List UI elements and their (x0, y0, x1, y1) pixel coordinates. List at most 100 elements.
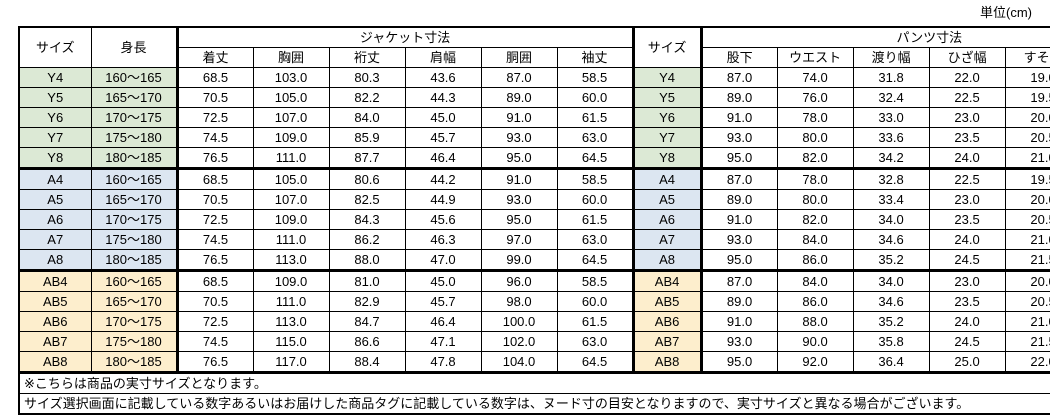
cell-size-pants: AB8 (632, 351, 703, 373)
cell-pants-3: 24.5 (928, 249, 1006, 271)
cell-jacket-1: 113.0 (252, 311, 330, 332)
cell-pants-0: 91.0 (700, 311, 778, 332)
cell-jacket-2: 84.0 (328, 107, 406, 128)
cell-jacket-0: 74.5 (176, 229, 254, 250)
cell-jacket-4: 93.0 (480, 127, 558, 148)
cell-pants-3: 23.5 (928, 127, 1006, 148)
cell-pants-2: 32.4 (852, 87, 930, 108)
cell-size-jacket: A8 (18, 249, 92, 271)
cell-size-pants: A4 (632, 167, 703, 190)
cell-size-pants: A5 (632, 189, 703, 210)
cell-pants-4: 21.0 (1004, 229, 1050, 250)
cell-jacket-1: 113.0 (252, 249, 330, 271)
cell-pants-4: 20.0 (1004, 107, 1050, 128)
table-row: A6 170〜175 72.5 109.0 84.3 45.6 95.0 61.5 A6 91.0… (18, 209, 1050, 230)
cell-jacket-2: 87.7 (328, 147, 406, 169)
cell-jacket-3: 45.6 (404, 209, 482, 230)
cell-pants-2: 33.4 (852, 189, 930, 210)
cell-jacket-1: 107.0 (252, 107, 330, 128)
cell-jacket-0: 68.5 (176, 269, 254, 292)
cell-jacket-1: 103.0 (252, 67, 330, 88)
cell-jacket-3: 45.7 (404, 127, 482, 148)
size-chart-container: サイズ 身長 ジャケット寸法 サイズ パンツ寸法 着丈 胸囲 裄丈 肩幅 胴囲 … (18, 26, 1050, 415)
cell-height: 165〜170 (90, 291, 179, 312)
cell-size-jacket: Y7 (18, 127, 92, 148)
cell-pants-1: 76.0 (776, 87, 854, 108)
cell-jacket-1: 107.0 (252, 189, 330, 210)
cell-jacket-5: 60.0 (556, 189, 635, 210)
header-size-jacket: サイズ (18, 26, 92, 68)
cell-height: 180〜185 (90, 147, 179, 169)
cell-pants-1: 88.0 (776, 311, 854, 332)
cell-jacket-5: 58.5 (556, 167, 635, 190)
cell-pants-3: 23.0 (928, 189, 1006, 210)
cell-size-pants: Y5 (632, 87, 703, 108)
cell-size-jacket: A5 (18, 189, 92, 210)
cell-height: 175〜180 (90, 229, 179, 250)
cell-size-jacket: AB8 (18, 351, 92, 373)
cell-jacket-2: 82.2 (328, 87, 406, 108)
cell-pants-4: 19.5 (1004, 87, 1050, 108)
cell-pants-0: 89.0 (700, 87, 778, 108)
table-header: サイズ 身長 ジャケット寸法 サイズ パンツ寸法 着丈 胸囲 裄丈 肩幅 胴囲 … (18, 26, 1050, 68)
cell-jacket-2: 86.6 (328, 331, 406, 352)
table-row: Y8 180〜185 76.5 111.0 87.7 46.4 95.0 64.5 Y8 95.0… (18, 147, 1050, 169)
cell-pants-2: 32.8 (852, 167, 930, 190)
cell-pants-4: 21.5 (1004, 249, 1050, 271)
cell-pants-2: 35.2 (852, 249, 930, 271)
cell-pants-0: 93.0 (700, 127, 778, 148)
cell-pants-0: 91.0 (700, 107, 778, 128)
cell-size-pants: Y7 (632, 127, 703, 148)
cell-pants-0: 89.0 (700, 189, 778, 210)
cell-size-jacket: AB5 (18, 291, 92, 312)
cell-jacket-4: 100.0 (480, 311, 558, 332)
header-height: 身長 (90, 26, 179, 68)
cell-jacket-0: 70.5 (176, 87, 254, 108)
table-row: A7 175〜180 74.5 111.0 86.2 46.3 97.0 63.0 A7 93.0… (18, 229, 1050, 250)
cell-pants-3: 22.5 (928, 87, 1006, 108)
cell-pants-3: 22.0 (928, 67, 1006, 88)
cell-size-jacket: AB4 (18, 269, 92, 292)
cell-size-pants: Y6 (632, 107, 703, 128)
cell-jacket-4: 104.0 (480, 351, 558, 373)
cell-pants-4: 19.5 (1004, 167, 1050, 190)
cell-size-pants: AB6 (632, 311, 703, 332)
cell-pants-2: 34.0 (852, 209, 930, 230)
cell-jacket-3: 45.0 (404, 107, 482, 128)
header-jacket-col-5: 袖丈 (556, 47, 635, 68)
table-row: AB6 170〜175 72.5 113.0 84.7 46.4 100.0 61.5 AB6 9… (18, 311, 1050, 332)
cell-jacket-5: 61.5 (556, 209, 635, 230)
cell-jacket-0: 72.5 (176, 311, 254, 332)
cell-height: 180〜185 (90, 249, 179, 271)
cell-jacket-0: 74.5 (176, 331, 254, 352)
cell-jacket-4: 96.0 (480, 269, 558, 292)
cell-pants-2: 35.8 (852, 331, 930, 352)
table-row: Y5 165〜170 70.5 105.0 82.2 44.3 89.0 60.0 Y5 89.0… (18, 87, 1050, 108)
table-row: Y7 175〜180 74.5 109.0 85.9 45.7 93.0 63.0 Y7 93.0… (18, 127, 1050, 148)
cell-size-jacket: AB6 (18, 311, 92, 332)
cell-size-pants: Y8 (632, 147, 703, 169)
cell-jacket-1: 115.0 (252, 331, 330, 352)
cell-pants-1: 82.0 (776, 209, 854, 230)
cell-pants-0: 95.0 (700, 249, 778, 271)
cell-jacket-1: 111.0 (252, 291, 330, 312)
cell-pants-1: 84.0 (776, 269, 854, 292)
cell-jacket-4: 89.0 (480, 87, 558, 108)
cell-pants-1: 84.0 (776, 229, 854, 250)
cell-size-jacket: A7 (18, 229, 92, 250)
cell-pants-3: 25.0 (928, 351, 1006, 373)
cell-size-jacket: Y6 (18, 107, 92, 128)
size-table: サイズ 身長 ジャケット寸法 サイズ パンツ寸法 着丈 胸囲 裄丈 肩幅 胴囲 … (18, 26, 1050, 415)
cell-jacket-0: 76.5 (176, 249, 254, 271)
table-footer: ※こちらは商品の実寸サイズとなります。 サイズ選択画面に記載している数字あるいは… (18, 371, 1050, 415)
cell-jacket-5: 63.0 (556, 127, 635, 148)
cell-jacket-5: 60.0 (556, 291, 635, 312)
unit-label: 単位(cm) (980, 5, 1032, 20)
cell-pants-4: 21.0 (1004, 147, 1050, 169)
header-size-pants: サイズ (632, 26, 703, 68)
table-row: AB4 160〜165 68.5 109.0 81.0 45.0 96.0 58.5 AB4 87… (18, 269, 1050, 292)
cell-pants-1: 86.0 (776, 249, 854, 271)
cell-pants-1: 74.0 (776, 67, 854, 88)
cell-pants-1: 86.0 (776, 291, 854, 312)
cell-pants-4: 21.0 (1004, 311, 1050, 332)
